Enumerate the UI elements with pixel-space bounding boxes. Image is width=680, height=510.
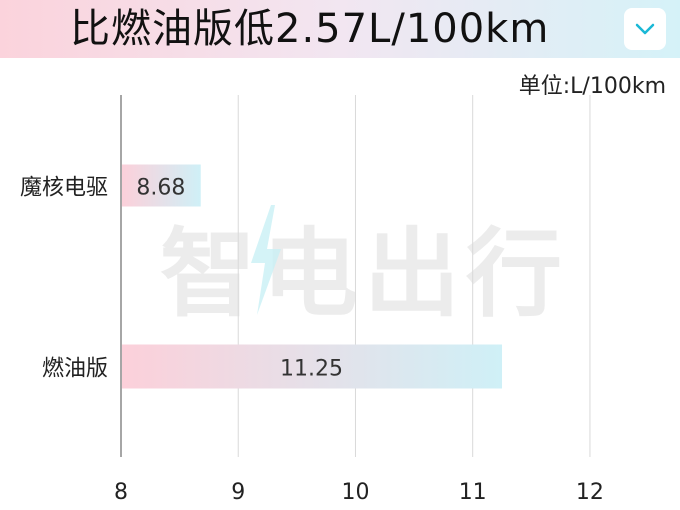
- page-title: 比燃油版低2.57L/100km: [70, 6, 550, 52]
- x-tick-label: 12: [576, 480, 604, 505]
- unit-label: 单位:L/100km: [518, 74, 666, 99]
- bar-value-label: 8.68: [136, 176, 185, 201]
- bar: [122, 164, 201, 207]
- bar-value-label: 11.25: [280, 357, 343, 382]
- dropdown-button[interactable]: [624, 8, 666, 50]
- category-label: 魔核电驱: [20, 176, 108, 201]
- x-tick-label: 8: [114, 480, 128, 505]
- bar: [122, 344, 503, 389]
- x-tick-label: 9: [231, 480, 245, 505]
- title-bar: 比燃油版低2.57L/100km: [0, 0, 680, 58]
- x-tick-label: 11: [459, 480, 487, 505]
- chevron-down-icon: [635, 23, 655, 35]
- x-tick-label: 10: [341, 480, 369, 505]
- category-label: 燃油版: [42, 357, 108, 382]
